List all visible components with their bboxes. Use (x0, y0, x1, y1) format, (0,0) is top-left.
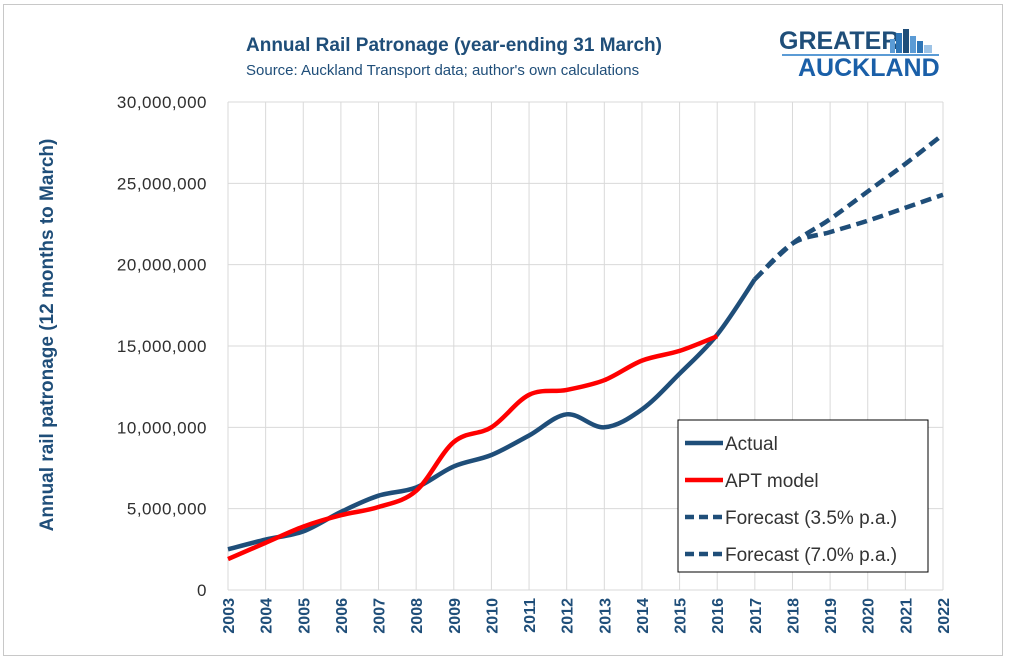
legend: Actual APT model Forecast (3.5% p.a.) Forec… (677, 419, 929, 573)
logo-text-top: GREATER (779, 27, 899, 55)
series-line-forecast-3-5-p-a (753, 192, 944, 281)
x-tick-label: 2011 (522, 598, 539, 633)
chart-title: Annual Rail Patronage (year-ending 31 Ma… (246, 35, 662, 56)
y-tick-label: 5,000,000 (127, 500, 207, 519)
x-tick-label: 2020 (861, 598, 878, 634)
y-tick-label: 0 (197, 581, 207, 600)
x-tick-label: 2017 (748, 598, 765, 634)
x-tick-label: 2010 (484, 598, 501, 634)
x-tick-label: 2007 (372, 598, 389, 634)
chart-svg: Annual Rail Patronage (year-ending 31 Ma… (37, 27, 953, 634)
y-axis-ticks: 0 5,000,000 10,000,000 15,000,000 20,000,000… (117, 93, 207, 600)
legend-label: APT model (725, 471, 819, 492)
x-tick-label: 2015 (673, 598, 690, 634)
chart-subtitle: Source: Auckland Transport data; author'… (246, 62, 639, 79)
y-tick-label: 20,000,000 (117, 256, 207, 275)
x-tick-label: 2014 (635, 598, 652, 634)
x-tick-label: 2012 (560, 598, 577, 634)
y-tick-label: 15,000,000 (117, 337, 207, 356)
x-tick-label: 2003 (221, 598, 238, 634)
series-lines (227, 132, 945, 562)
series-line-actual (227, 278, 757, 552)
x-tick-label: 2008 (409, 598, 426, 634)
legend-label: Actual (725, 434, 778, 455)
x-tick-label: 2018 (785, 598, 802, 634)
legend-label: Forecast (3.5% p.a.) (725, 508, 897, 529)
chart-frame: Annual Rail Patronage (year-ending 31 Ma… (3, 4, 1003, 656)
greater-auckland-logo: GREATER AUCKLAND (779, 27, 940, 82)
y-tick-label: 30,000,000 (117, 93, 207, 112)
x-tick-label: 2009 (447, 598, 464, 634)
x-tick-label: 2005 (296, 598, 313, 634)
y-tick-label: 10,000,000 (117, 418, 207, 437)
x-tick-label: 2006 (334, 598, 351, 634)
series-line-forecast-7-0-p-a (753, 132, 945, 281)
x-axis-ticks: 2003 2004 2005 2006 2007 2008 2009 2010 2011 2012… (221, 598, 953, 634)
skyline-icon (782, 29, 939, 56)
x-tick-label: 2019 (823, 598, 840, 634)
x-tick-label: 2016 (710, 598, 727, 634)
y-tick-label: 25,000,000 (117, 174, 207, 193)
x-tick-label: 2004 (259, 598, 276, 634)
x-tick-label: 2021 (898, 598, 915, 634)
series-line-apt-model (227, 334, 719, 562)
y-axis-label: Annual rail patronage (12 months to Marc… (37, 139, 58, 532)
legend-label: Forecast (7.0% p.a.) (725, 545, 897, 566)
legend-box (677, 419, 929, 573)
x-tick-label: 2013 (597, 598, 614, 634)
logo-text-bottom: AUCKLAND (798, 54, 940, 82)
x-tick-label: 2022 (936, 598, 953, 634)
